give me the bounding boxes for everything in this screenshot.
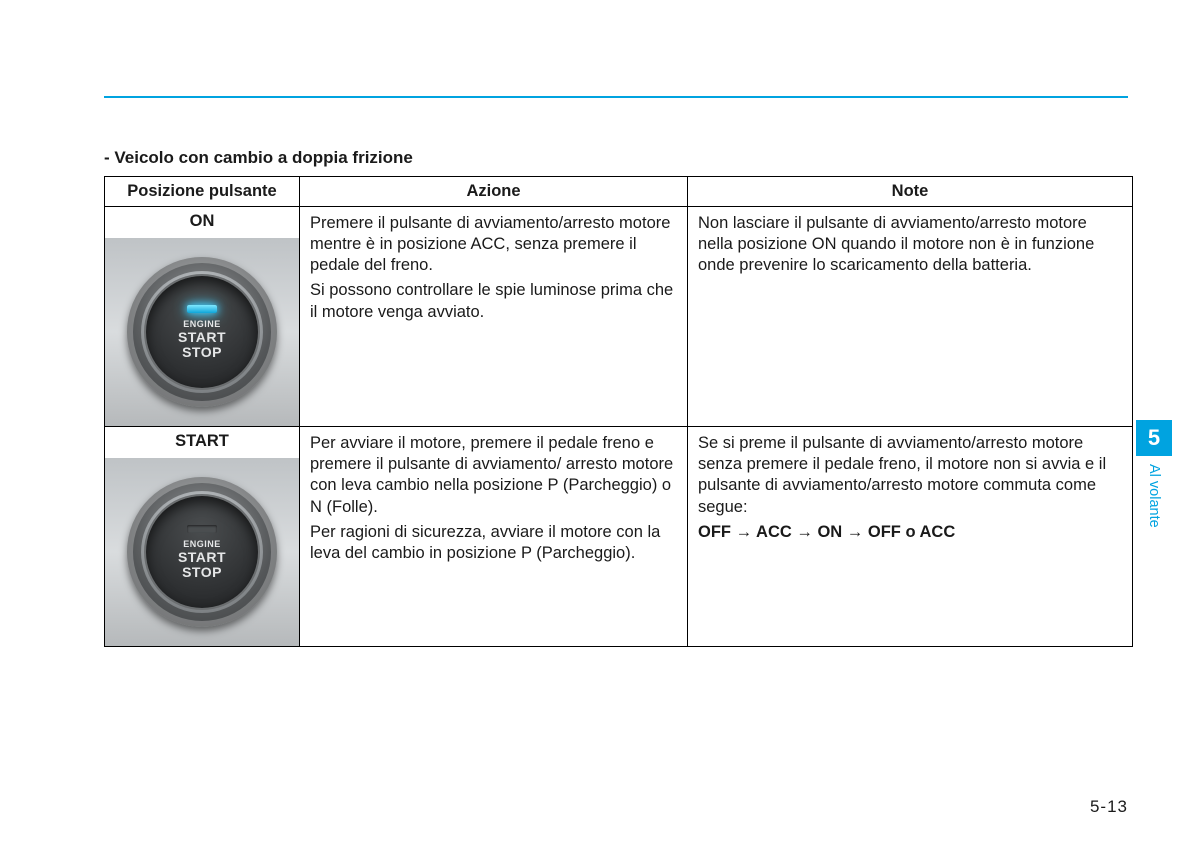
action-start-p2: Per ragioni di sicurezza, avviare il mot… (310, 522, 677, 564)
engine-start-stop-button-icon: ENGINE START STOP (127, 477, 277, 627)
header-action: Azione (300, 177, 688, 207)
note-start-sequence: OFF → ACC → ON → OFF o ACC (698, 522, 1122, 543)
chapter-side-tab: 5 Al volante (1136, 420, 1172, 528)
table-row: ON ENGINE START STOP (105, 207, 1133, 427)
button-line-stop: STOP (178, 345, 226, 360)
button-text: ENGINE START STOP (178, 319, 226, 360)
led-indicator-on-icon (187, 305, 217, 313)
main-content: - Veicolo con cambio a doppia frizione P… (104, 148, 1132, 647)
button-line-start: START (178, 550, 226, 565)
chapter-label: Al volante (1146, 464, 1162, 528)
chapter-number-badge: 5 (1136, 420, 1172, 456)
button-states-table: Posizione pulsante Azione Note ON ENGINE (104, 176, 1133, 647)
button-text: ENGINE START STOP (178, 539, 226, 580)
cell-note-on: Non lasciare il pulsante di avviamento/a… (688, 207, 1133, 427)
button-line-stop: STOP (178, 565, 226, 580)
header-position: Posizione pulsante (105, 177, 300, 207)
button-inner: ENGINE START STOP (146, 276, 258, 388)
action-on-p2: Si possono controllare le spie luminose … (310, 280, 677, 322)
cell-note-start: Se si preme il pulsante di avviamento/ar… (688, 427, 1133, 647)
top-rule (104, 96, 1128, 98)
header-note: Note (688, 177, 1133, 207)
led-indicator-off-icon (187, 525, 217, 533)
note-start-p1: Se si preme il pulsante di avviamento/ar… (698, 433, 1122, 517)
button-line-start: START (178, 330, 226, 345)
engine-button-image-on: ENGINE START STOP (105, 238, 299, 426)
table-row: START ENGINE START STOP (105, 427, 1133, 647)
row-label-start: START (105, 427, 299, 458)
button-inner: ENGINE START STOP (146, 496, 258, 608)
cell-position-on: ON ENGINE START STOP (105, 207, 300, 427)
row-label-on: ON (105, 207, 299, 238)
cell-action-start: Per avviare il motore, premere il pedale… (300, 427, 688, 647)
section-subtitle: - Veicolo con cambio a doppia frizione (104, 148, 1132, 168)
page-number: 5-13 (1090, 797, 1128, 817)
action-start-p1: Per avviare il motore, premere il pedale… (310, 433, 677, 517)
table-header-row: Posizione pulsante Azione Note (105, 177, 1133, 207)
engine-button-image-start: ENGINE START STOP (105, 458, 299, 646)
action-on-p1: Premere il pulsante di avviamento/arrest… (310, 213, 677, 276)
cell-position-start: START ENGINE START STOP (105, 427, 300, 647)
cell-action-on: Premere il pulsante di avviamento/arrest… (300, 207, 688, 427)
note-on-p1: Non lasciare il pulsante di avviamento/a… (698, 213, 1122, 276)
engine-start-stop-button-icon: ENGINE START STOP (127, 257, 277, 407)
